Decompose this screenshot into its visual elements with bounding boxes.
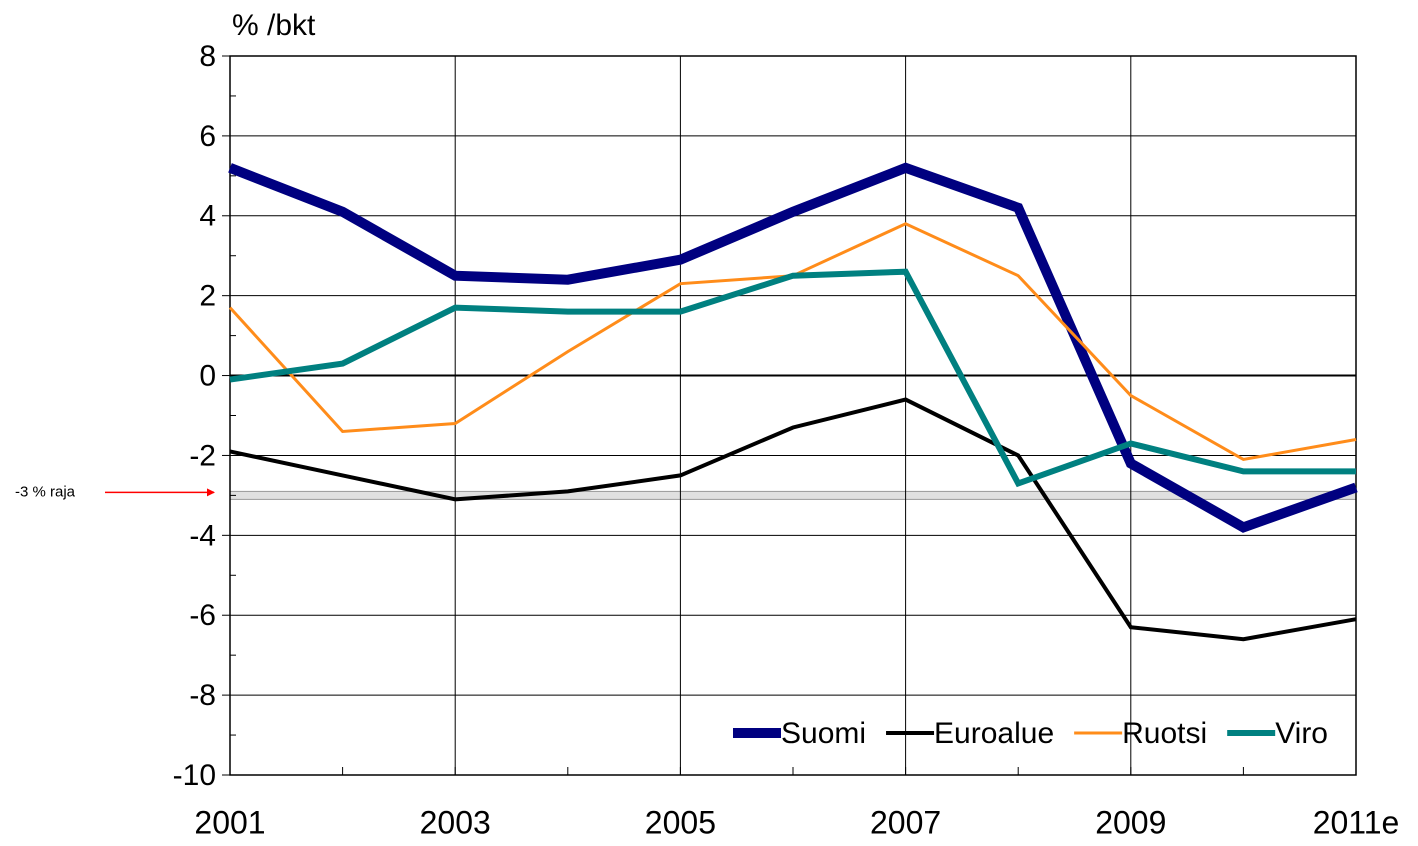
- x-tick-label: 2005: [645, 804, 716, 840]
- legend-label: Suomi: [781, 717, 866, 750]
- legend-label: Euroalue: [934, 717, 1054, 750]
- line: [228, 222, 1357, 462]
- threshold-label: -3 % raja: [15, 483, 76, 500]
- line: [228, 162, 1358, 533]
- y-tick-label: 4: [199, 200, 216, 233]
- y-tick-label: -2: [189, 439, 216, 472]
- plot-border: [229, 55, 1357, 776]
- x-tick-label: 2009: [1095, 804, 1166, 840]
- y-tick-label: 2: [199, 280, 216, 313]
- y-tick-label: 0: [199, 359, 216, 392]
- legend-label: Ruotsi: [1122, 717, 1207, 750]
- y-tick-label: -8: [189, 679, 216, 712]
- y-tick-label: -6: [189, 599, 216, 632]
- legend-item: Suomi: [733, 717, 866, 750]
- legend-label: Viro: [1275, 717, 1328, 750]
- y-tick-label: 6: [199, 120, 216, 153]
- line: [229, 268, 1356, 488]
- x-tick-label: 2003: [420, 804, 491, 840]
- line: [229, 397, 1357, 642]
- legend-item: Viro: [1227, 717, 1328, 750]
- y-tick-label: 8: [199, 40, 216, 73]
- x-tick-label: 2001: [194, 804, 265, 840]
- y-tick-label: -10: [173, 759, 216, 792]
- y-axis-label: % /bkt: [232, 9, 316, 42]
- x-tick-label: 2007: [870, 804, 941, 840]
- legend-item: Euroalue: [886, 717, 1054, 750]
- y-tick-label: -4: [189, 519, 216, 552]
- x-tick-label: 2011e: [1313, 804, 1400, 840]
- legend-item: Ruotsi: [1074, 717, 1207, 750]
